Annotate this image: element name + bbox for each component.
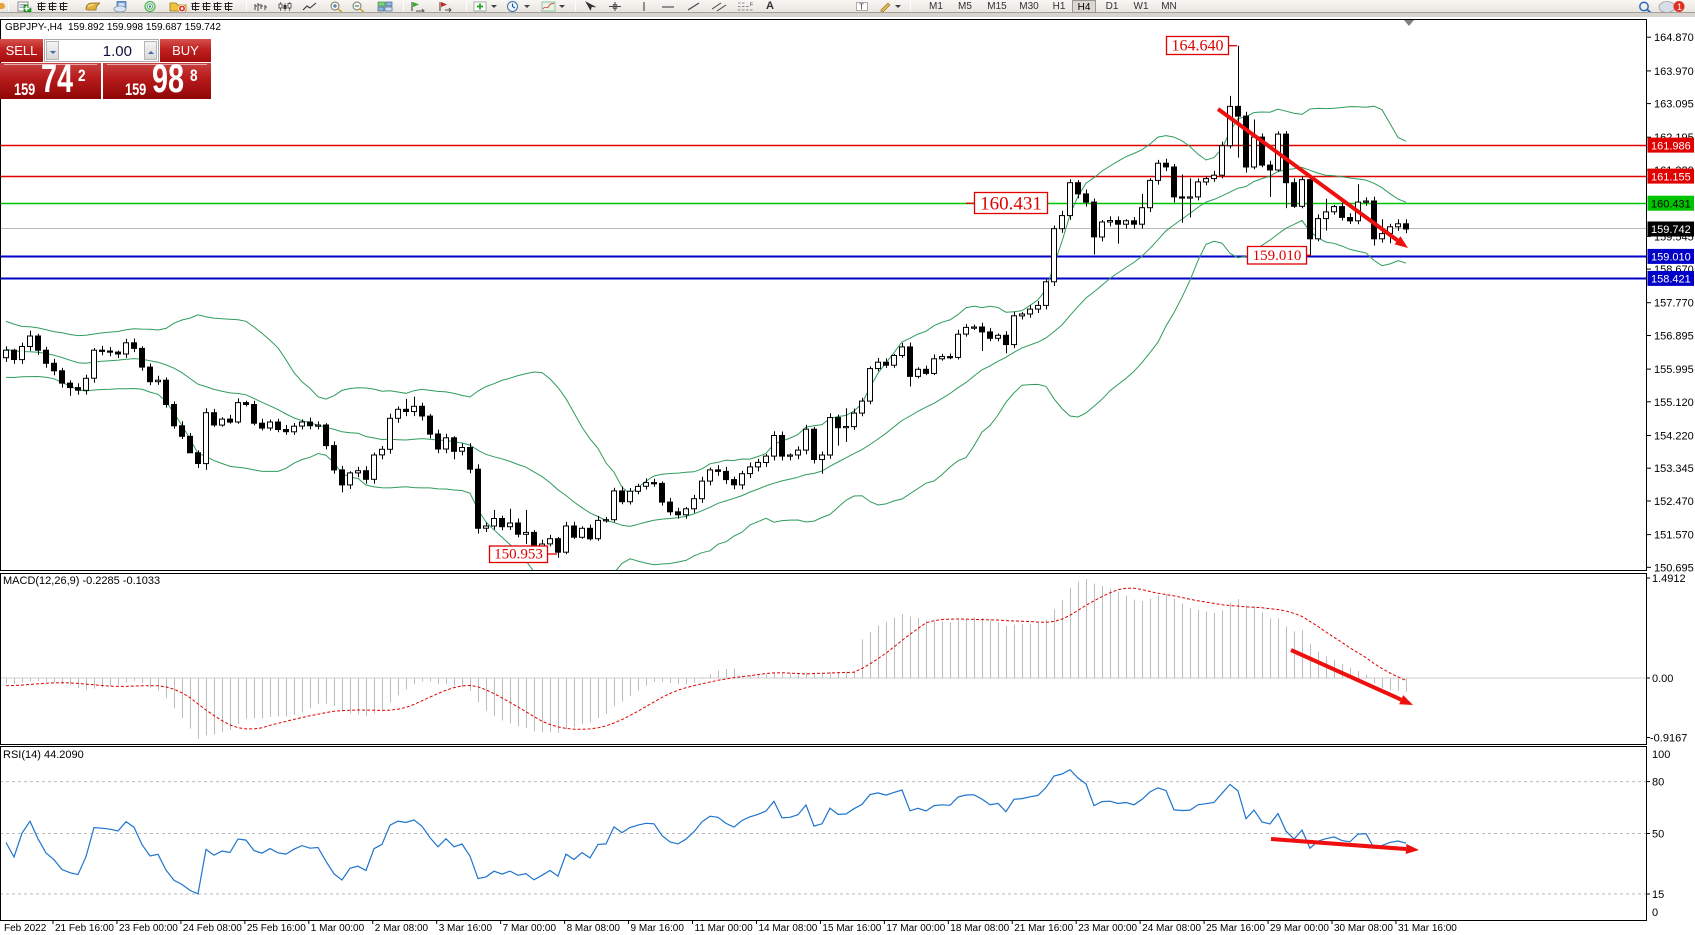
svg-text:155.120: 155.120 bbox=[1654, 397, 1694, 409]
svg-text:17 Mar 00:00: 17 Mar 00:00 bbox=[886, 923, 945, 934]
svg-text:-0.9167: -0.9167 bbox=[1650, 733, 1687, 745]
svg-text:161.986: 161.986 bbox=[1651, 140, 1691, 152]
svg-text:154.220: 154.220 bbox=[1654, 431, 1694, 443]
svg-text:24 Mar 08:00: 24 Mar 08:00 bbox=[1142, 923, 1201, 934]
svg-text:155.995: 155.995 bbox=[1654, 364, 1694, 376]
svg-text:25 Mar 16:00: 25 Mar 16:00 bbox=[1206, 923, 1265, 934]
svg-text:160.431: 160.431 bbox=[980, 194, 1042, 215]
svg-text:159.010: 159.010 bbox=[1651, 252, 1691, 264]
svg-text:T: T bbox=[859, 3, 864, 12]
svg-text:Feb 2022: Feb 2022 bbox=[4, 923, 47, 934]
svg-text:157.770: 157.770 bbox=[1654, 298, 1694, 310]
svg-text:2 Mar 08:00: 2 Mar 08:00 bbox=[375, 923, 429, 934]
svg-text:160.431: 160.431 bbox=[1651, 198, 1691, 210]
svg-text:50: 50 bbox=[1652, 829, 1664, 841]
svg-text:100: 100 bbox=[1652, 749, 1670, 761]
svg-text:0: 0 bbox=[1652, 907, 1658, 919]
svg-text:14 Mar 08:00: 14 Mar 08:00 bbox=[758, 923, 817, 934]
svg-text:0.00: 0.00 bbox=[1652, 673, 1673, 685]
svg-text:21 Feb 16:00: 21 Feb 16:00 bbox=[55, 923, 114, 934]
svg-text:24 Feb 08:00: 24 Feb 08:00 bbox=[183, 923, 242, 934]
svg-text:18 Mar 08:00: 18 Mar 08:00 bbox=[950, 923, 1009, 934]
svg-text:21 Mar 16:00: 21 Mar 16:00 bbox=[1014, 923, 1073, 934]
svg-text:9 Mar 16:00: 9 Mar 16:00 bbox=[631, 923, 685, 934]
svg-text:29 Mar 00:00: 29 Mar 00:00 bbox=[1270, 923, 1329, 934]
svg-text:163.970: 163.970 bbox=[1654, 66, 1694, 78]
svg-text:150.695: 150.695 bbox=[1654, 562, 1694, 574]
svg-text:156.895: 156.895 bbox=[1654, 331, 1694, 343]
svg-text:23 Feb 00:00: 23 Feb 00:00 bbox=[119, 923, 178, 934]
svg-text:1: 1 bbox=[1677, 2, 1682, 12]
svg-text:80: 80 bbox=[1652, 777, 1664, 789]
svg-text:164.640: 164.640 bbox=[1172, 38, 1224, 55]
svg-text:152.470: 152.470 bbox=[1654, 496, 1694, 508]
svg-text:163.095: 163.095 bbox=[1654, 99, 1694, 111]
svg-text:7 Mar 00:00: 7 Mar 00:00 bbox=[503, 923, 557, 934]
svg-text:159.010: 159.010 bbox=[1253, 248, 1302, 264]
svg-text:158.421: 158.421 bbox=[1651, 274, 1691, 286]
svg-text:159.742: 159.742 bbox=[1651, 224, 1691, 236]
svg-text:153.345: 153.345 bbox=[1654, 463, 1694, 475]
svg-text:31 Mar 16:00: 31 Mar 16:00 bbox=[1398, 923, 1457, 934]
svg-text:8 Mar 08:00: 8 Mar 08:00 bbox=[567, 923, 621, 934]
svg-text:3 Mar 16:00: 3 Mar 16:00 bbox=[439, 923, 493, 934]
svg-text:164.870: 164.870 bbox=[1654, 32, 1694, 44]
svg-text:150.953: 150.953 bbox=[494, 547, 543, 563]
svg-text:25 Feb 16:00: 25 Feb 16:00 bbox=[247, 923, 306, 934]
svg-text:161.155: 161.155 bbox=[1651, 171, 1691, 183]
svg-text:15 Mar 16:00: 15 Mar 16:00 bbox=[822, 923, 881, 934]
svg-text:1 Mar 00:00: 1 Mar 00:00 bbox=[311, 923, 365, 934]
svg-text:F: F bbox=[750, 2, 753, 8]
svg-text:1.4912: 1.4912 bbox=[1652, 573, 1686, 585]
svg-text:30 Mar 08:00: 30 Mar 08:00 bbox=[1334, 923, 1393, 934]
svg-text:23 Mar 00:00: 23 Mar 00:00 bbox=[1078, 923, 1137, 934]
svg-text:15: 15 bbox=[1652, 889, 1664, 901]
svg-text:11 Mar 00:00: 11 Mar 00:00 bbox=[695, 923, 754, 934]
svg-text:151.570: 151.570 bbox=[1654, 530, 1694, 542]
